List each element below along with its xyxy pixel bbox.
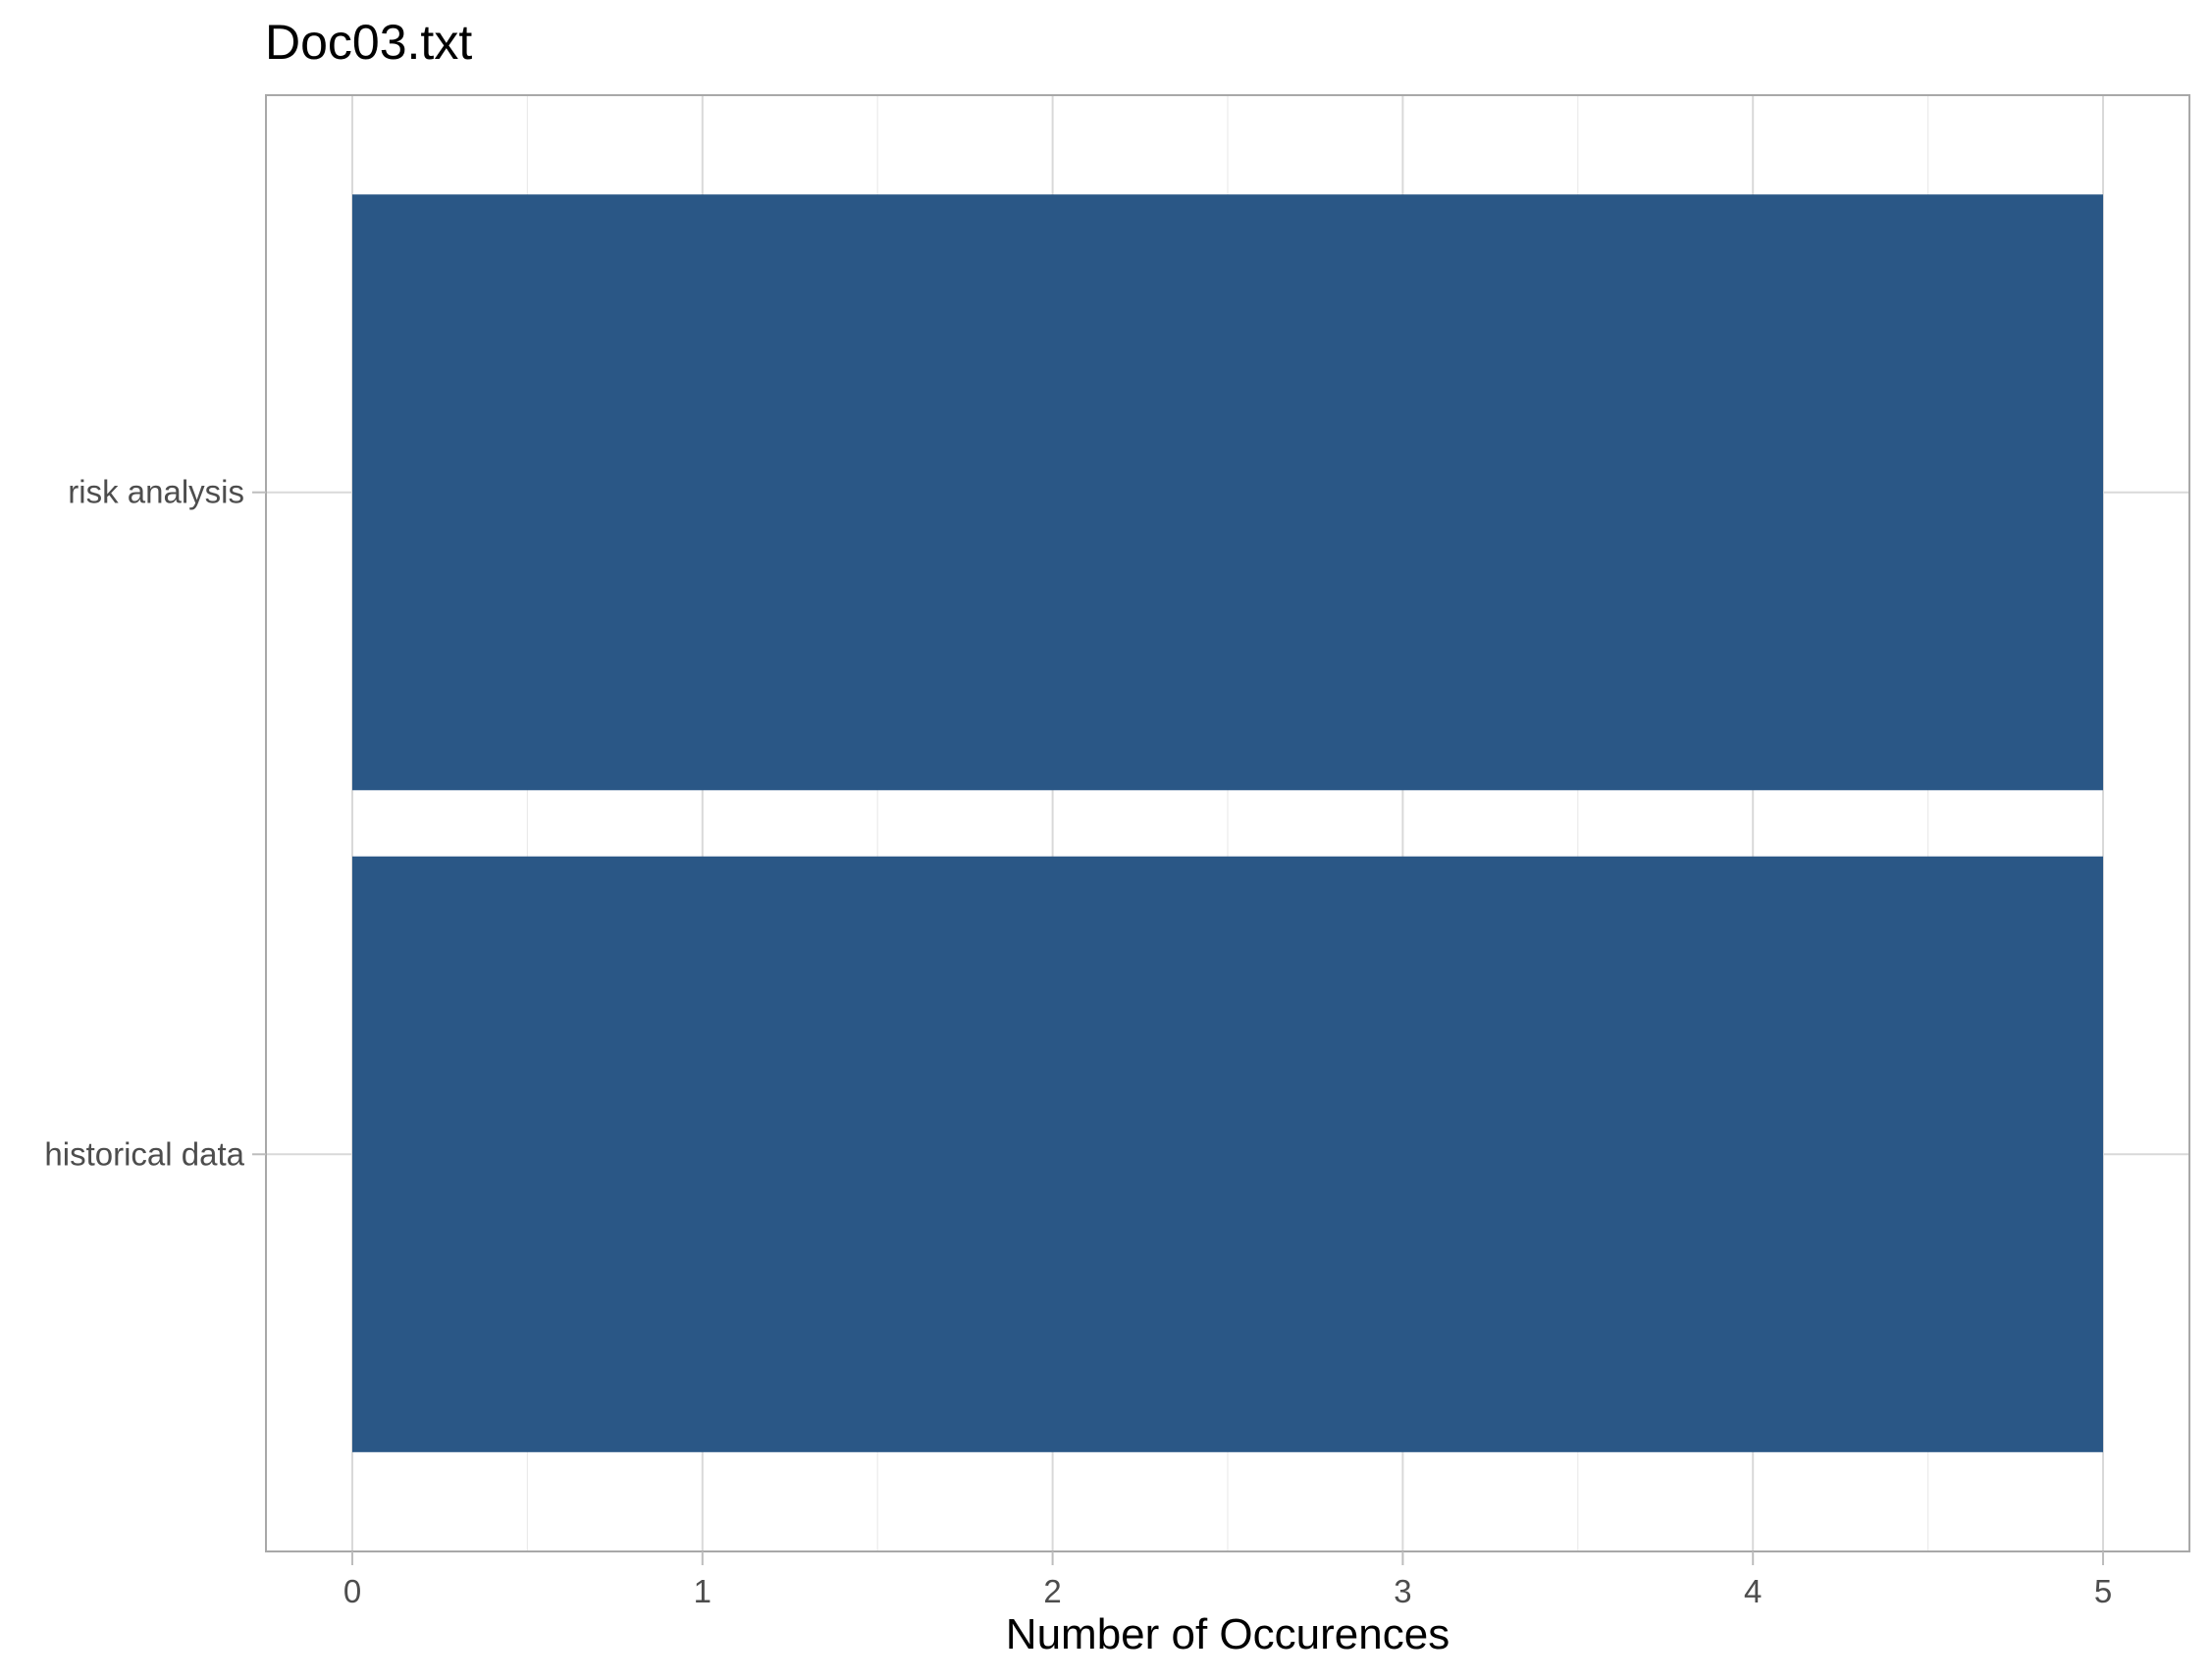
y-tick-label: historical data	[44, 1135, 244, 1172]
x-tick-label: 1	[694, 1573, 711, 1609]
y-tick-label: risk analysis	[68, 474, 244, 510]
panel-border	[265, 94, 2190, 1552]
x-tick-label: 4	[1744, 1573, 1762, 1609]
x-tick-label: 0	[343, 1573, 361, 1609]
bar-historical-data	[352, 856, 2103, 1452]
bars	[352, 194, 2103, 1452]
chart-title: Doc03.txt	[265, 15, 472, 70]
x-tick-label: 2	[1043, 1573, 1061, 1609]
x-axis: 0 1 2 3 4 5	[343, 1551, 2112, 1609]
x-axis-title: Number of Occurences	[1006, 1610, 1449, 1658]
x-tick-label: 5	[2094, 1573, 2112, 1609]
y-axis: risk analysis historical data	[44, 474, 266, 1172]
x-tick-label: 3	[1394, 1573, 1411, 1609]
bar-risk-analysis	[352, 194, 2103, 791]
